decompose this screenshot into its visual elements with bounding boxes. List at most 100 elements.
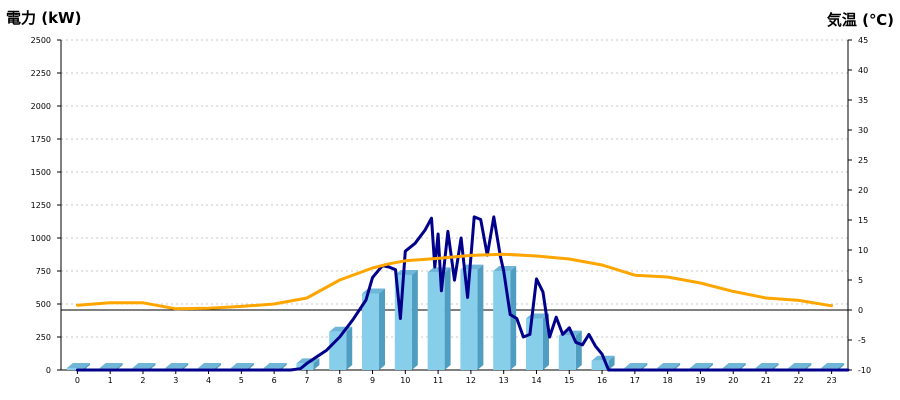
bar-top xyxy=(624,363,648,369)
bar-top xyxy=(198,363,222,369)
right-tick-label: 30 xyxy=(858,126,868,135)
x-tick-label: 14 xyxy=(531,376,541,385)
bar-top xyxy=(493,266,517,271)
x-tick-label: 12 xyxy=(466,376,476,385)
bar xyxy=(525,318,543,370)
x-tick-label: 21 xyxy=(761,376,771,385)
bar-side xyxy=(149,363,156,370)
x-tick-label: 10 xyxy=(400,376,410,385)
bar-side xyxy=(411,269,418,370)
right-tick-label: 40 xyxy=(858,66,868,75)
x-tick-label: 9 xyxy=(370,376,375,385)
bar-side xyxy=(575,330,582,370)
left-tick-label: 1500 xyxy=(31,168,51,177)
bar-side xyxy=(706,363,713,370)
x-tick-label: 23 xyxy=(827,376,837,385)
gridlines xyxy=(61,39,848,338)
bar-side xyxy=(182,363,189,370)
bar-side xyxy=(116,363,123,370)
right-tick-label: 10 xyxy=(858,246,868,255)
bar-top xyxy=(99,363,123,369)
line-series xyxy=(75,215,850,372)
right-tick-label: -10 xyxy=(858,366,871,375)
bar-top xyxy=(165,363,189,369)
bar-side xyxy=(641,363,648,370)
bar xyxy=(427,272,445,370)
right-tick-label: 45 xyxy=(858,36,868,45)
bar-side xyxy=(247,363,254,370)
x-tick-label: 20 xyxy=(728,376,738,385)
right-tick-label: 35 xyxy=(858,96,868,105)
bar xyxy=(66,368,84,370)
bar-top xyxy=(755,363,779,369)
x-tick-label: 11 xyxy=(433,376,443,385)
tick-labels: 0 250 5 0 0 750 1000 1250 1500 1750 2000 2250 2500 -1… xyxy=(31,36,871,385)
bar-top xyxy=(230,363,254,369)
bar-top xyxy=(460,264,484,270)
x-tick-label: 6 xyxy=(272,376,277,385)
x-tick-label: 3 xyxy=(173,376,178,385)
bar xyxy=(493,271,511,370)
temperature-line xyxy=(75,252,834,311)
left-tick-label: 2500 xyxy=(31,36,51,45)
bar-side xyxy=(805,363,812,370)
x-tick-label: 4 xyxy=(206,376,211,385)
x-tick-label: 18 xyxy=(663,376,673,385)
x-tick-label: 5 xyxy=(239,376,244,385)
bar-side xyxy=(838,363,845,370)
bar-side xyxy=(674,363,681,370)
bar xyxy=(558,335,576,370)
bar-top xyxy=(821,363,845,369)
axes xyxy=(57,39,852,374)
left-tick-label: 1250 xyxy=(31,201,51,210)
bar xyxy=(460,269,478,370)
x-tick-label: 19 xyxy=(695,376,705,385)
right-axis-title: 気温 (℃) xyxy=(827,11,894,29)
right-tick-label: 20 xyxy=(858,186,868,195)
right-tick-label: 25 xyxy=(858,156,868,165)
x-tick-label: 7 xyxy=(304,376,309,385)
left-tick-label: 1750 xyxy=(31,135,51,144)
power-line xyxy=(75,215,850,372)
x-tick-label: 22 xyxy=(794,376,804,385)
left-tick-label: 750 xyxy=(36,267,51,276)
bar-top xyxy=(132,363,156,369)
right-tick-label: 0 xyxy=(858,306,863,315)
left-axis-title: 電力 (kW) xyxy=(6,9,81,27)
bar-side xyxy=(346,326,353,370)
x-tick-label: 15 xyxy=(564,376,574,385)
bar-side xyxy=(444,267,451,370)
bar-side xyxy=(608,355,615,370)
left-tick-label: 0 xyxy=(46,366,51,375)
left-tick-label: 2000 xyxy=(31,102,51,111)
bar-side xyxy=(313,358,320,370)
x-tick-label: 8 xyxy=(337,376,342,385)
x-tick-label: 13 xyxy=(499,376,509,385)
left-tick-label: 250 xyxy=(36,333,51,342)
x-tick-label: 2 xyxy=(140,376,145,385)
bar-side xyxy=(739,363,746,370)
x-tick-label: 0 xyxy=(75,376,80,385)
bar-top xyxy=(788,363,812,369)
bar-side xyxy=(772,363,779,370)
left-tick-label: 1000 xyxy=(31,234,51,243)
bar xyxy=(362,293,380,370)
right-tick-label: -5 xyxy=(858,336,866,345)
bar-side xyxy=(215,363,222,370)
x-tick-label: 1 xyxy=(108,376,113,385)
right-tick-label: 5 xyxy=(858,276,863,285)
bar-side xyxy=(83,363,90,370)
bar-top xyxy=(722,363,746,369)
bar-side xyxy=(477,264,484,370)
x-tick-label: 16 xyxy=(597,376,607,385)
bar-side xyxy=(280,363,287,370)
bar-top xyxy=(66,363,90,369)
left-tick-label: 2250 xyxy=(31,69,51,78)
bar-top xyxy=(657,363,681,369)
x-tick-label: 17 xyxy=(630,376,640,385)
bar-side xyxy=(379,288,386,370)
bar-top xyxy=(394,269,418,275)
bar xyxy=(591,360,609,370)
bar-top xyxy=(263,363,287,369)
